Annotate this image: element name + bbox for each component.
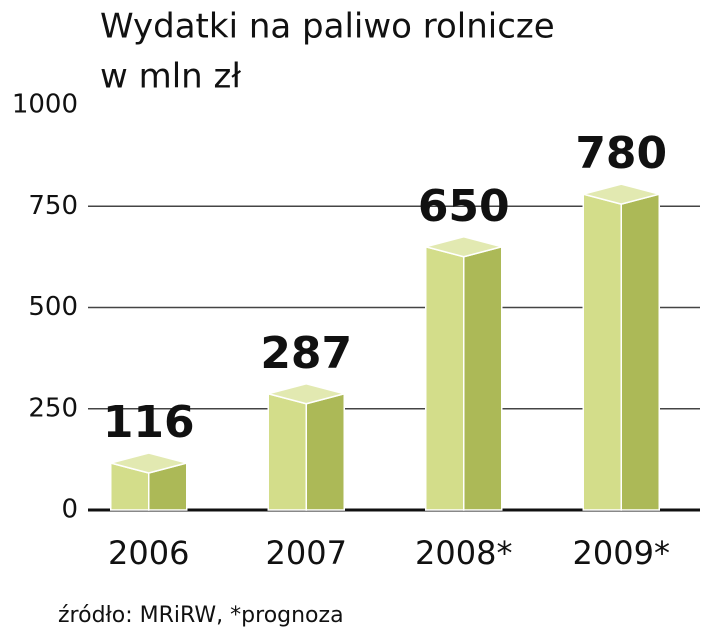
x-tick-label: 2008* bbox=[415, 534, 512, 572]
y-tick-label: 0 bbox=[61, 495, 78, 525]
bar-top bbox=[422, 235, 505, 258]
bar-front bbox=[267, 392, 307, 511]
y-tick-label: 250 bbox=[28, 393, 78, 423]
bar-front bbox=[425, 245, 465, 511]
chart-title: Wydatki na paliwo rolnicze bbox=[100, 7, 555, 47]
bar-front bbox=[582, 193, 622, 511]
bar-top bbox=[580, 183, 663, 205]
value-label: 287 bbox=[260, 328, 352, 379]
source-note: źródło: MRiRW, *prognoza bbox=[58, 603, 344, 628]
value-label: 650 bbox=[418, 181, 510, 232]
value-label: 780 bbox=[575, 128, 667, 179]
chart-subtitle: w mln zł bbox=[100, 57, 241, 97]
bar-side bbox=[305, 392, 345, 511]
x-tick-label: 2006 bbox=[108, 534, 189, 572]
bar-side bbox=[620, 193, 660, 511]
x-tick-label: 2009* bbox=[573, 534, 670, 572]
y-tick-label: 500 bbox=[28, 292, 78, 322]
y-tick-label: 1000 bbox=[12, 90, 78, 120]
x-tick-label: 2007 bbox=[266, 534, 347, 572]
value-label: 116 bbox=[103, 397, 195, 448]
bar-top bbox=[265, 382, 348, 405]
bar-top bbox=[107, 452, 190, 474]
y-tick-label: 750 bbox=[28, 191, 78, 221]
bar-side bbox=[463, 245, 503, 511]
